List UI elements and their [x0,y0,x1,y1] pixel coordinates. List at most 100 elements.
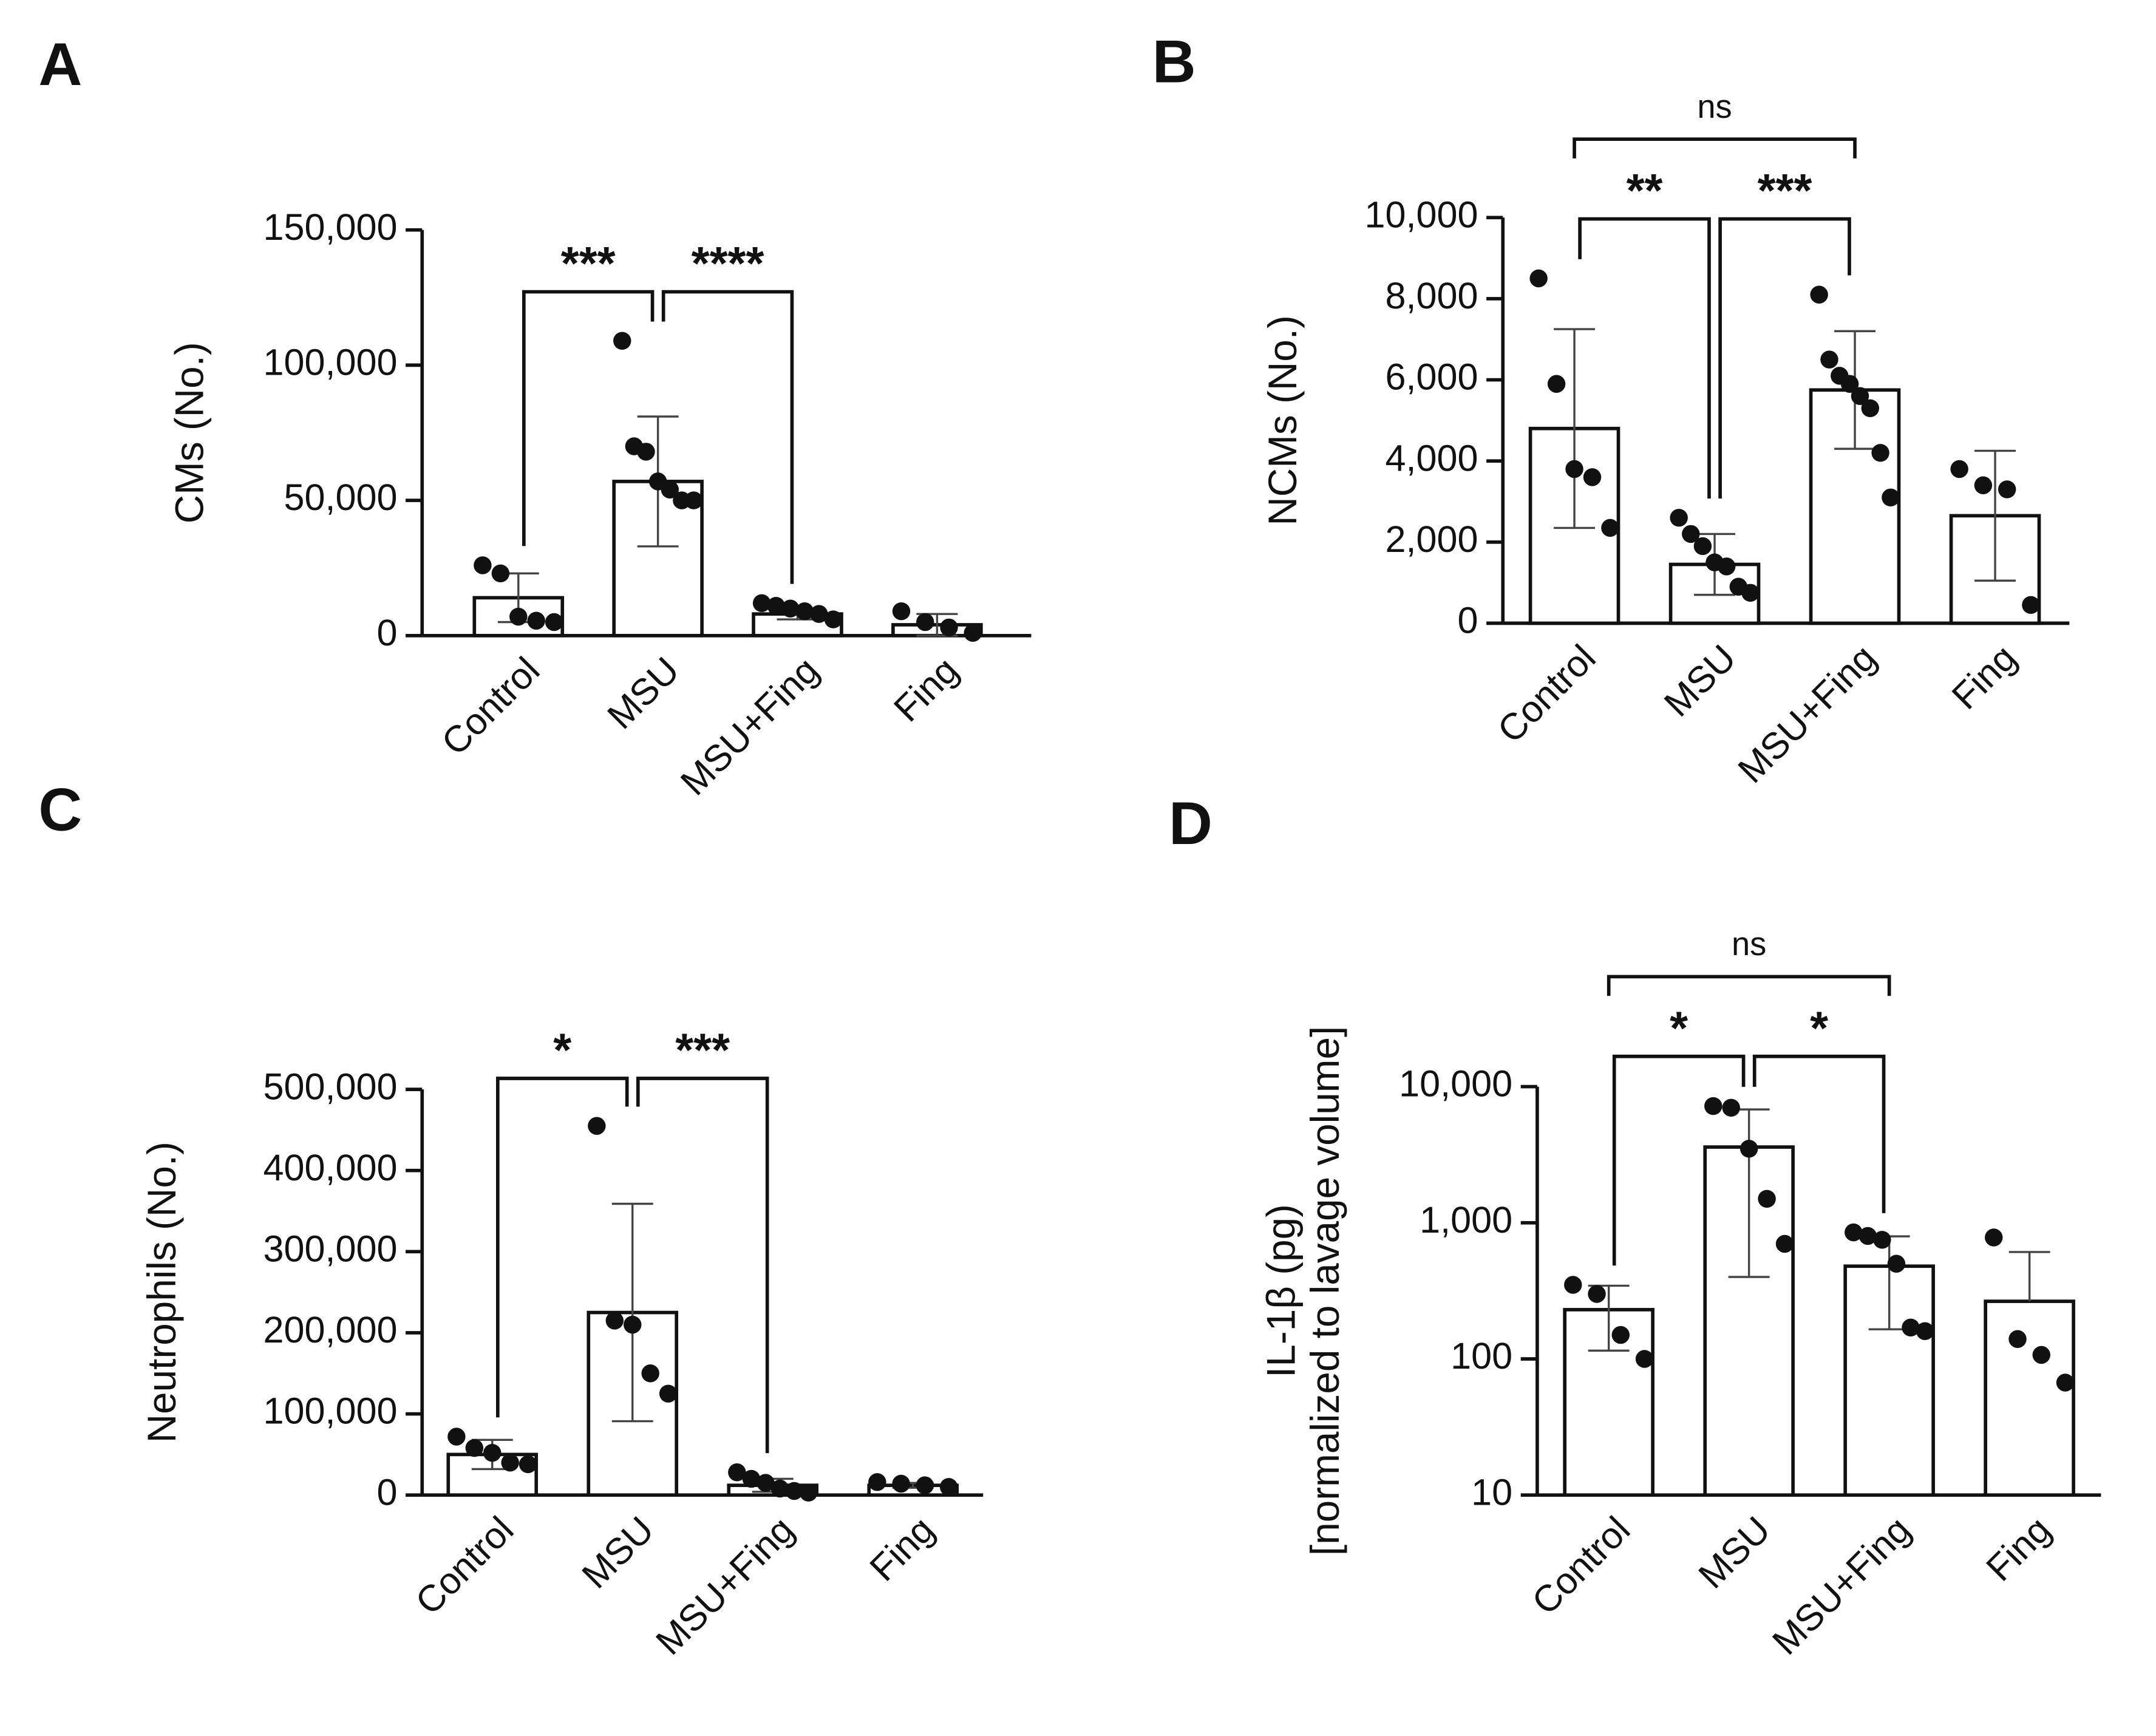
data-point [752,594,771,613]
data-point [474,556,492,574]
data-point [1565,460,1583,478]
x-tick-label: Control [1489,637,1603,751]
x-tick-label: MSU+Fing [673,649,826,803]
data-point [1547,375,1566,393]
y-tick-label: 2,000 [1386,519,1478,560]
data-point [624,1315,642,1334]
data-point [1588,1285,1606,1303]
data-point [1851,387,1869,405]
data-point [964,624,982,642]
x-tick-label: MSU [1690,1509,1778,1596]
data-point [1529,269,1548,288]
data-point [1985,1228,2003,1247]
y-tick-label: 50,000 [284,477,398,518]
bar [1984,1299,2075,1497]
x-tick-label: MSU+Fing [1764,1509,1918,1663]
data-point [1741,584,1760,602]
data-point [659,1384,678,1403]
panel-label: B [1152,29,1196,96]
data-point [1861,399,1879,418]
x-tick-label: Fing [1978,1509,2058,1589]
y-tick-label: 100,000 [264,1391,398,1432]
data-point [795,602,814,621]
data-point [1845,1223,1863,1242]
data-point [1693,537,1712,556]
x-tick-label: Fing [886,649,966,729]
x-tick-label: Control [434,649,547,763]
significance-label: *** [1758,165,1812,217]
data-point [1950,460,1968,478]
data-point [1820,350,1838,369]
x-tick-label: MSU+Fing [1730,637,1883,791]
significance-bracket [661,290,794,584]
data-point [605,1312,624,1330]
data-point [1758,1190,1776,1208]
data-point [483,1443,502,1462]
y-tick-label: 400,000 [264,1147,398,1188]
y-tick-label: 0 [376,1471,397,1513]
data-point [1564,1276,1582,1294]
data-point [519,1455,537,1474]
significance-bracket [636,1077,769,1454]
data-point [916,1476,934,1494]
data-point [1611,1326,1630,1344]
data-point [1722,1098,1740,1117]
panel-label: C [38,777,82,844]
y-tick-label: 100,000 [264,342,398,383]
data-point [939,1478,958,1496]
significance-label: * [553,1024,571,1077]
x-tick-label: Control [1524,1509,1637,1622]
significance-label: ** [1627,165,1663,217]
y-tick-label: 0 [376,612,397,653]
y-tick-label: 100 [1450,1335,1512,1377]
data-point [940,618,958,637]
data-point [661,480,679,499]
data-point [588,1117,606,1135]
data-point [770,1479,789,1498]
y-tick-label: 10 [1471,1471,1512,1513]
data-point [465,1438,484,1457]
data-point [767,597,785,615]
data-point [1583,468,1602,486]
data-point [447,1428,466,1446]
panel-label: A [38,31,82,98]
data-point [2008,1330,2027,1348]
data-point [1998,480,2016,499]
error-bar [611,1202,653,1423]
data-point [637,443,655,461]
data-point [1840,375,1859,393]
data-point [757,1474,775,1492]
y-tick-label: 200,000 [264,1309,398,1350]
significance-label: * [1670,1002,1688,1054]
data-point [1775,1234,1794,1253]
data-point [545,613,563,631]
y-tick-label: 300,000 [264,1228,398,1269]
data-point [785,1482,803,1500]
significance-label: **** [692,237,764,290]
data-point [799,1483,818,1502]
x-tick-label: MSU [574,1509,661,1596]
y-axis-label: Neutrophils (No.) [140,1142,184,1443]
y-axis-label: NCMs (No.) [1260,315,1305,526]
data-point [1810,285,1828,304]
data-point [1682,525,1700,543]
y-tick-label: 0 [1458,600,1478,641]
significance-label: ns [1697,88,1732,125]
x-tick-label: MSU+Fing [648,1509,801,1663]
x-tick-label: Control [407,1509,521,1622]
significance-label: *** [675,1024,730,1077]
significance-label: * [1810,1002,1828,1054]
data-point [916,613,934,631]
x-tick-label: Fing [1944,637,2024,717]
data-point [1902,1318,1920,1337]
significance-bracket [522,290,655,546]
x-tick-label: MSU [599,649,687,737]
error-bar [2008,1251,2050,1302]
data-point [892,1474,910,1493]
data-point [2032,1346,2050,1364]
y-tick-label: 4,000 [1386,437,1478,478]
x-tick-label: MSU [1656,637,1744,724]
data-point [1739,1140,1758,1158]
y-axis-label: CMs (No.) [167,342,211,523]
